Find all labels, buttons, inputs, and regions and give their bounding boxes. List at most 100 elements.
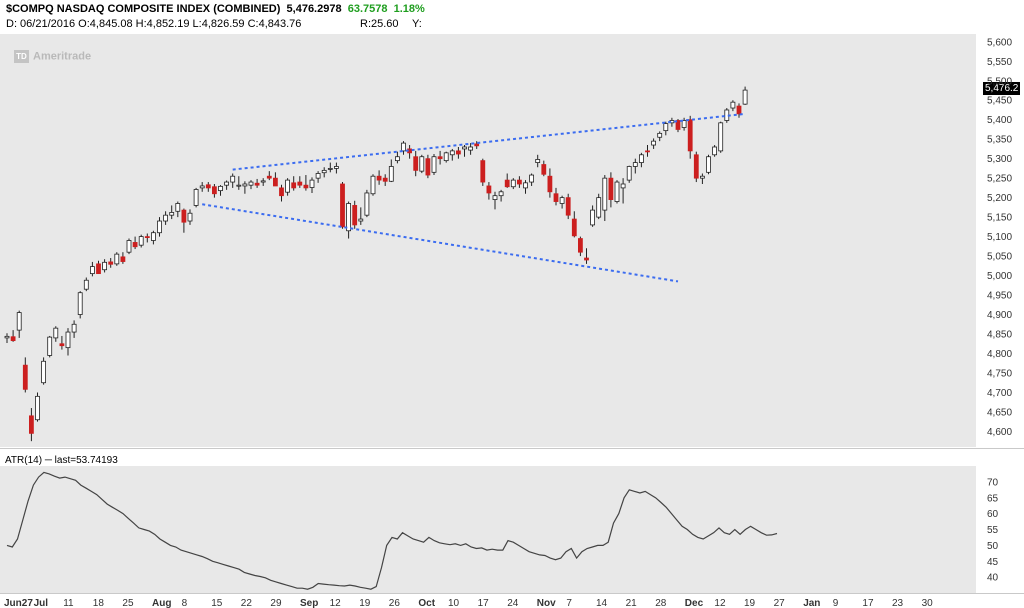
candle-body (16, 312, 22, 331)
candle-body (120, 256, 126, 262)
candle-body (260, 180, 266, 183)
price-y-tick-label: 5,050 (987, 252, 1012, 263)
price-y-tick-label: 4,700 (987, 388, 1012, 399)
candle-body (114, 253, 120, 265)
price-y-tick-label: 4,900 (987, 310, 1012, 321)
atr-y-tick-label: 45 (987, 557, 999, 568)
candle-body (266, 175, 272, 179)
x-tick-label: 21 (626, 598, 638, 608)
candle-body (65, 331, 71, 349)
x-tick-label: 28 (655, 598, 667, 608)
candle-body (517, 179, 522, 185)
candle-body (742, 89, 748, 105)
candle-body (211, 186, 217, 195)
candle-body (419, 156, 425, 172)
x-tick-label: Nov (537, 598, 556, 608)
candle-body (437, 156, 443, 160)
y-readout: Y: (412, 18, 422, 30)
candle-body (388, 166, 394, 182)
candle-body (297, 181, 303, 186)
candle-body (370, 175, 376, 195)
trendline-upper (232, 112, 746, 171)
candle-body (431, 156, 437, 173)
header-ohlc-line: D: 06/21/2016 O:4,845.08 H:4,852.19 L:4,… (6, 18, 422, 30)
candle-body (443, 152, 449, 162)
candle-body (53, 327, 59, 339)
candle-body (303, 184, 309, 189)
x-tick-label: 12 (330, 598, 342, 608)
candle-body (718, 122, 724, 152)
price-change: 63.7578 (347, 3, 388, 15)
x-tick-label: 27 (774, 598, 786, 608)
candle-body (663, 123, 669, 132)
candle-body (547, 175, 553, 193)
x-tick-label: 25 (122, 598, 134, 608)
price-y-tick-label: 5,500 (987, 76, 1012, 87)
price-y-tick-label: 4,650 (987, 407, 1012, 418)
price-y-tick-label: 5,600 (987, 37, 1012, 48)
x-tick-label: Dec (685, 598, 704, 608)
price-y-tick-label: 5,450 (987, 96, 1012, 107)
candle-body (242, 183, 248, 187)
ratio-readout: R:25.60 (360, 18, 399, 30)
candle-body (700, 175, 705, 179)
atr-y-tick-label: 70 (987, 477, 999, 488)
candle-body (4, 335, 10, 339)
candle-body (559, 197, 565, 204)
x-axis-line (0, 593, 1024, 594)
candle-body (321, 169, 327, 174)
candle-body (150, 232, 156, 241)
candle-body (553, 193, 559, 202)
candle-body (90, 266, 95, 275)
candle-body (22, 364, 28, 390)
x-tick-label: 26 (389, 598, 401, 608)
header-title-line: $COMPQ NASDAQ COMPOSITE INDEX (COMBINED)… (6, 3, 425, 15)
candle-body (10, 336, 16, 342)
td-logo: TD (14, 50, 29, 63)
x-tick-label: 9 (833, 598, 839, 608)
candle-body (632, 162, 638, 167)
price-y-tick-label: 5,100 (987, 232, 1012, 243)
price-change-percent: 1.18% (393, 3, 425, 15)
candle-body (498, 191, 504, 197)
atr-y-tick-label: 65 (987, 493, 999, 504)
price-y-tick-label: 4,750 (987, 368, 1012, 379)
candle-body (657, 132, 663, 138)
candle-body (144, 236, 150, 239)
x-tick-label: 12 (714, 598, 726, 608)
price-y-tick-label: 4,800 (987, 349, 1012, 360)
x-tick-label: 22 (241, 598, 253, 608)
candle-body (340, 183, 345, 228)
candle-body (364, 192, 370, 216)
candle-body (730, 101, 736, 109)
candle-body (83, 279, 89, 290)
candle-body (175, 203, 181, 212)
candle-body (41, 360, 46, 384)
candle-body (584, 257, 589, 261)
atr-label: ATR(14) ─ last=53.74193 (5, 455, 118, 466)
candle-body (309, 179, 315, 188)
candle-body (693, 154, 699, 179)
atr-y-tick-label: 60 (987, 509, 999, 520)
price-y-tick-label: 5,000 (987, 271, 1012, 282)
x-tick-label: 7 (566, 598, 572, 608)
candle-body (565, 197, 571, 216)
atr-y-tick-label: 50 (987, 541, 999, 552)
candle-body (425, 158, 431, 176)
candle-body (529, 174, 534, 183)
candle-body (230, 175, 236, 183)
candle-body (28, 415, 34, 434)
x-tick-label: Aug (152, 598, 171, 608)
candle-body (706, 156, 711, 173)
x-tick-label: Jun27 (4, 598, 33, 608)
candle-body (681, 120, 687, 128)
x-tick-label: 24 (507, 598, 519, 608)
candle-body (571, 218, 577, 237)
atr-plot-area (0, 466, 976, 593)
candle-body (327, 168, 333, 170)
ohlc-readout: D: 06/21/2016 O:4,845.08 H:4,852.19 L:4,… (6, 18, 302, 30)
price-y-tick-label: 5,300 (987, 154, 1012, 165)
candle-body (675, 120, 681, 130)
